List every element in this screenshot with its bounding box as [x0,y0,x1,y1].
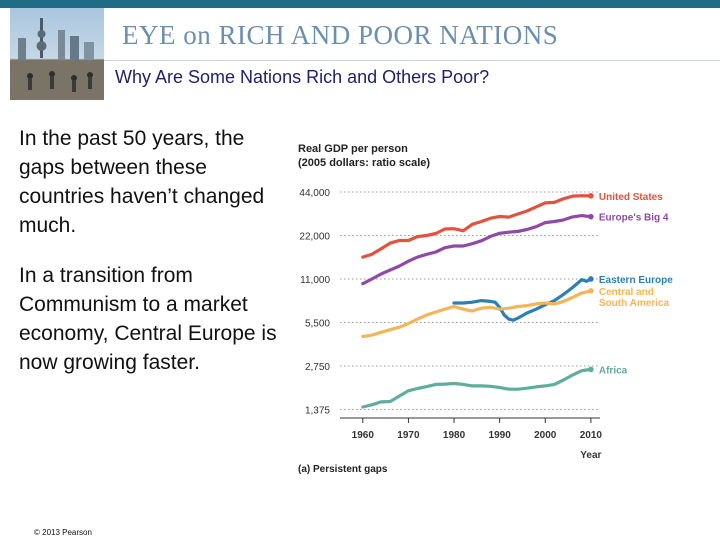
series-end-marker-eastern-europe [588,276,594,282]
series-label-eastern-europe: Eastern Europe [599,275,673,286]
series-label-central-and-south-america: South America [599,298,670,309]
x-axis-label: Year [580,450,601,461]
paragraph-persistent-gaps: In the past 50 years, the gaps between t… [19,127,265,237]
x-tick-label: 1970 [397,430,420,441]
y-tick-label: 1,375 [305,405,330,416]
series-label-europe-s-big-4: Europe's Big 4 [599,213,669,224]
series-line-africa [361,367,593,409]
chart-caption: (a) Persistent gaps [298,464,388,475]
y-tick-label: 5,500 [305,318,330,329]
series-end-marker-united-states [588,193,594,199]
gdp-line-chart: Real GDP per person (2005 dollars: ratio … [298,143,673,475]
series-label-united-states: United States [599,192,663,203]
x-tick-label: 1960 [352,430,375,441]
city-skyline-photo [10,8,104,100]
series-label-central-and-south-america: Central and [599,287,654,298]
x-tick-label: 2000 [534,430,557,441]
y-tick-label: 22,000 [299,231,330,242]
chart-title: Real GDP per person [298,143,408,155]
copyright-notice: © 2013 Pearson [34,528,92,537]
top-accent-bar [0,0,720,8]
series-end-marker-central-and-south-america [588,288,594,294]
x-tick-label: 1990 [489,430,512,441]
series-line-united-states [361,194,593,259]
y-tick-label: 44,000 [299,188,330,199]
x-tick-label: 2010 [580,430,603,441]
series-end-marker-europe-s-big-4 [588,213,594,220]
series-line-europe-s-big-4 [361,213,593,286]
x-tick-label: 1980 [443,430,466,441]
series-line-eastern-europe [452,277,593,322]
series-line-central-and-south-america [361,289,593,339]
slide-subtitle: Why Are Some Nations Rich and Others Poo… [115,67,490,87]
chart-subtitle: (2005 dollars: ratio scale) [298,157,430,169]
series-label-africa: Africa [599,365,628,376]
eye-on-brand-title: EYE on RICH AND POOR NATIONS [122,20,559,50]
header-divider [104,60,720,61]
y-tick-label: 11,000 [300,275,330,286]
paragraph-central-europe: In a transition from Communism to a mark… [19,264,277,374]
series-end-marker-africa [588,366,594,373]
y-tick-label: 2,750 [305,362,330,373]
